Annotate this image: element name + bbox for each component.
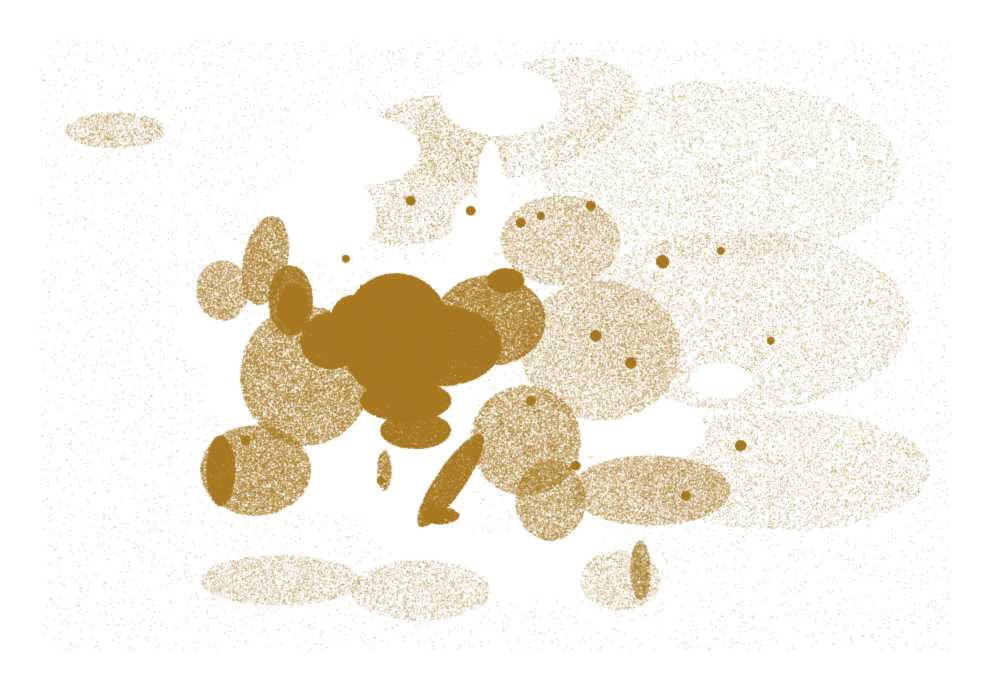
europe-dot-density-map xyxy=(0,0,1000,687)
